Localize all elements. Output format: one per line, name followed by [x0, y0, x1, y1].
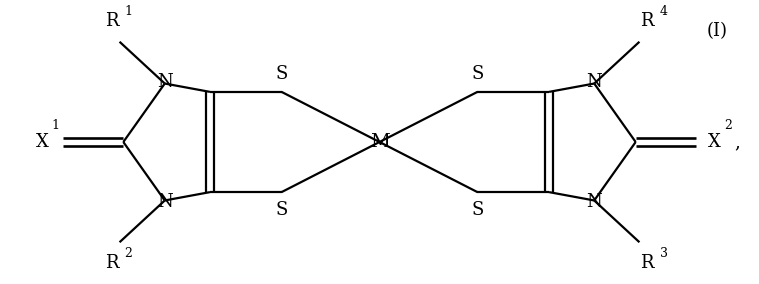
Text: R: R	[641, 12, 653, 30]
Text: (I): (I)	[707, 22, 728, 40]
Text: R: R	[106, 254, 118, 272]
Text: S: S	[276, 201, 288, 219]
Text: S: S	[276, 65, 288, 83]
Text: N: N	[587, 193, 602, 211]
Text: 2: 2	[124, 247, 133, 260]
Text: N: N	[157, 193, 172, 211]
Text: N: N	[587, 73, 602, 91]
Text: M: M	[370, 133, 389, 151]
Text: S: S	[471, 201, 483, 219]
Text: X: X	[708, 133, 721, 151]
Text: R: R	[106, 12, 118, 30]
Text: N: N	[157, 73, 172, 91]
Text: R: R	[641, 254, 653, 272]
Text: 2: 2	[724, 119, 732, 132]
Text: ,: ,	[735, 133, 740, 151]
Text: 1: 1	[52, 119, 59, 132]
Text: 3: 3	[660, 247, 668, 260]
Text: S: S	[471, 65, 483, 83]
Text: 4: 4	[660, 5, 668, 18]
Text: 1: 1	[124, 5, 133, 18]
Text: X: X	[36, 133, 49, 151]
